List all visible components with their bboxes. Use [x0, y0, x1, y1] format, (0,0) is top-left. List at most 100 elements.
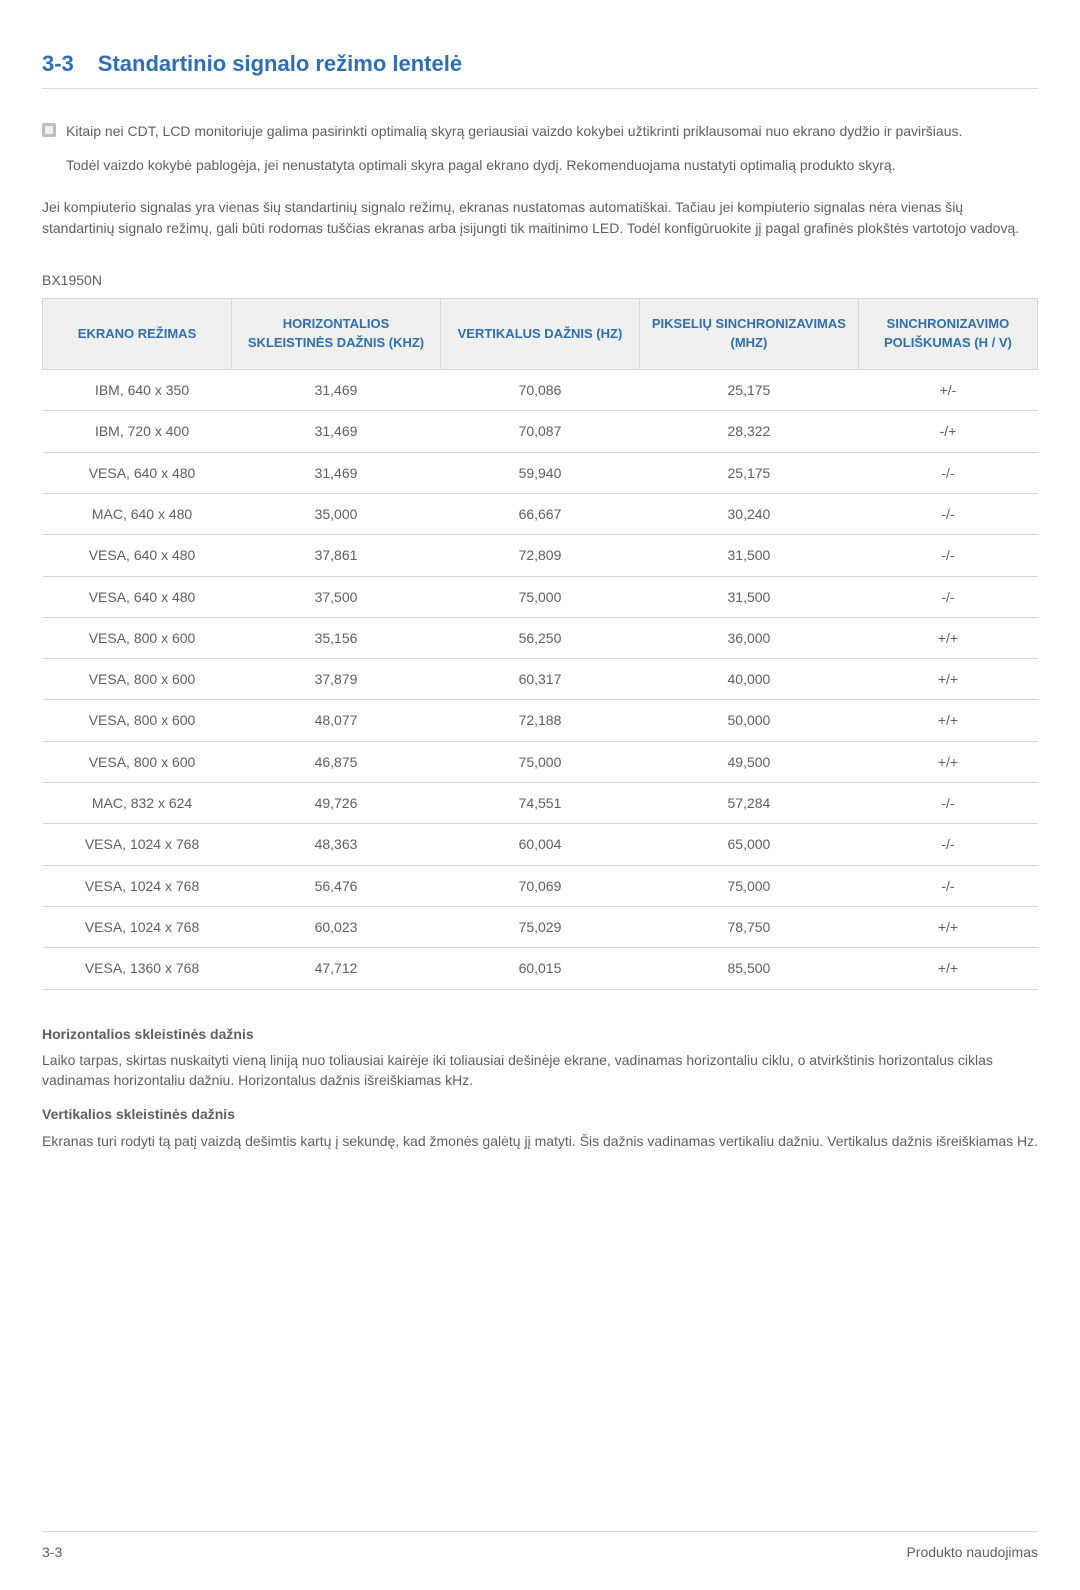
table-cell: 37,861	[232, 535, 441, 576]
table-cell: 59,940	[440, 452, 639, 493]
table-cell: VESA, 800 x 600	[43, 617, 232, 658]
table-cell: 36,000	[639, 617, 858, 658]
table-cell: 47,712	[232, 948, 441, 989]
table-cell: 60,023	[232, 906, 441, 947]
table-cell: 48,363	[232, 824, 441, 865]
table-cell: VESA, 1024 x 768	[43, 906, 232, 947]
table-row: VESA, 640 x 48031,46959,94025,175-/-	[43, 452, 1038, 493]
table-row: VESA, 800 x 60037,87960,31740,000+/+	[43, 659, 1038, 700]
heading-number: 3-3	[42, 48, 74, 80]
table-cell: 31,469	[232, 452, 441, 493]
table-cell: -/-	[858, 493, 1037, 534]
table-cell: 30,240	[639, 493, 858, 534]
note-block: Kitaip nei CDT, LCD monitoriuje galima p…	[42, 121, 1038, 176]
table-cell: 72,188	[440, 700, 639, 741]
table-cell: 31,469	[232, 411, 441, 452]
table-cell: 25,175	[639, 452, 858, 493]
table-cell: 40,000	[639, 659, 858, 700]
table-cell: VESA, 1024 x 768	[43, 824, 232, 865]
table-cell: VESA, 800 x 600	[43, 741, 232, 782]
heading-title: Standartinio signalo režimo lentelė	[98, 48, 462, 80]
table-cell: -/-	[858, 535, 1037, 576]
table-cell: +/+	[858, 948, 1037, 989]
table-cell: -/-	[858, 452, 1037, 493]
table-cell: 78,750	[639, 906, 858, 947]
table-header: VERTIKALUS DAŽNIS (HZ)	[440, 299, 639, 370]
table-cell: VESA, 640 x 480	[43, 576, 232, 617]
table-cell: VESA, 800 x 600	[43, 659, 232, 700]
table-row: MAC, 640 x 48035,00066,66730,240-/-	[43, 493, 1038, 534]
table-cell: 75,029	[440, 906, 639, 947]
table-row: VESA, 800 x 60048,07772,18850,000+/+	[43, 700, 1038, 741]
table-cell: 75,000	[440, 576, 639, 617]
table-cell: 70,086	[440, 370, 639, 411]
table-cell: 85,500	[639, 948, 858, 989]
table-cell: 46,875	[232, 741, 441, 782]
table-cell: 60,004	[440, 824, 639, 865]
footer-left: 3-3	[42, 1542, 62, 1562]
table-cell: 28,322	[639, 411, 858, 452]
table-cell: MAC, 640 x 480	[43, 493, 232, 534]
table-row: VESA, 1024 x 76848,36360,00465,000-/-	[43, 824, 1038, 865]
section-heading: 3-3 Standartinio signalo režimo lentelė	[42, 48, 1038, 89]
signal-modes-table: EKRANO REŽIMAS HORIZONTALIOS SKLEISTINĖS…	[42, 298, 1038, 989]
table-cell: 35,156	[232, 617, 441, 658]
table-row: VESA, 1024 x 76860,02375,02978,750+/+	[43, 906, 1038, 947]
table-cell: 56,476	[232, 865, 441, 906]
table-row: IBM, 640 x 35031,46970,08625,175+/-	[43, 370, 1038, 411]
definition-title-vertical: Vertikalios skleistinės dažnis	[42, 1104, 1038, 1124]
table-cell: +/+	[858, 741, 1037, 782]
table-cell: +/+	[858, 617, 1037, 658]
table-row: VESA, 640 x 48037,86172,80931,500-/-	[43, 535, 1038, 576]
table-cell: IBM, 640 x 350	[43, 370, 232, 411]
table-row: VESA, 640 x 48037,50075,00031,500-/-	[43, 576, 1038, 617]
table-cell: 48,077	[232, 700, 441, 741]
table-cell: 49,726	[232, 783, 441, 824]
note-paragraph-1: Kitaip nei CDT, LCD monitoriuje galima p…	[66, 121, 1038, 141]
note-icon	[42, 123, 56, 137]
table-cell: 66,667	[440, 493, 639, 534]
table-cell: 50,000	[639, 700, 858, 741]
table-cell: 35,000	[232, 493, 441, 534]
table-header: PIKSELIŲ SINCHRONIZAVIMAS (MHZ)	[639, 299, 858, 370]
table-cell: 49,500	[639, 741, 858, 782]
table-cell: MAC, 832 x 624	[43, 783, 232, 824]
table-cell: -/-	[858, 783, 1037, 824]
table-cell: VESA, 640 x 480	[43, 535, 232, 576]
table-cell: 70,069	[440, 865, 639, 906]
table-cell: -/-	[858, 865, 1037, 906]
definition-title-horizontal: Horizontalios skleistinės dažnis	[42, 1024, 1038, 1044]
table-cell: -/-	[858, 824, 1037, 865]
table-row: IBM, 720 x 40031,46970,08728,322-/+	[43, 411, 1038, 452]
table-row: VESA, 800 x 60035,15656,25036,000+/+	[43, 617, 1038, 658]
table-cell: 25,175	[639, 370, 858, 411]
table-cell: VESA, 1024 x 768	[43, 865, 232, 906]
intro-paragraph: Jei kompiuterio signalas yra vienas šių …	[42, 197, 1038, 238]
table-cell: 70,087	[440, 411, 639, 452]
table-cell: IBM, 720 x 400	[43, 411, 232, 452]
table-cell: VESA, 800 x 600	[43, 700, 232, 741]
table-cell: 65,000	[639, 824, 858, 865]
table-cell: VESA, 1360 x 768	[43, 948, 232, 989]
note-paragraph-2: Todėl vaizdo kokybė pablogėja, jei nenus…	[66, 155, 1038, 175]
definition-body-horizontal: Laiko tarpas, skirtas nuskaityti vieną l…	[42, 1050, 1038, 1091]
table-cell: 57,284	[639, 783, 858, 824]
table-cell: -/+	[858, 411, 1037, 452]
table-header: EKRANO REŽIMAS	[43, 299, 232, 370]
table-cell: 75,000	[440, 741, 639, 782]
model-label: BX1950N	[42, 270, 1038, 290]
table-cell: 31,469	[232, 370, 441, 411]
table-header: HORIZONTALIOS SKLEISTINĖS DAŽNIS (KHZ)	[232, 299, 441, 370]
page-footer: 3-3 Produkto naudojimas	[42, 1531, 1038, 1562]
table-cell: +/+	[858, 700, 1037, 741]
footer-right: Produkto naudojimas	[906, 1542, 1038, 1562]
table-cell: 56,250	[440, 617, 639, 658]
table-cell: +/-	[858, 370, 1037, 411]
table-cell: VESA, 640 x 480	[43, 452, 232, 493]
definition-body-vertical: Ekranas turi rodyti tą patį vaizdą dešim…	[42, 1131, 1038, 1151]
table-cell: +/+	[858, 659, 1037, 700]
table-cell: 75,000	[639, 865, 858, 906]
table-cell: 60,317	[440, 659, 639, 700]
table-cell: 31,500	[639, 576, 858, 617]
table-row: MAC, 832 x 62449,72674,55157,284-/-	[43, 783, 1038, 824]
